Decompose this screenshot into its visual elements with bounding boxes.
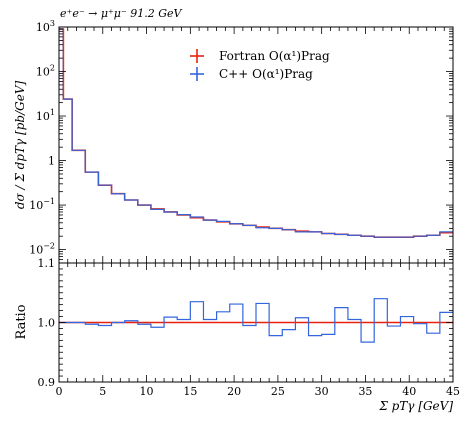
y-tick-label: 103 [36, 19, 55, 34]
y-tick-label: 101 [36, 108, 55, 123]
y-tick-label: 1.0 [38, 317, 56, 330]
x-tick-label: 25 [271, 385, 285, 398]
y-tick-label: 1 [48, 155, 55, 168]
x-tick-label: 30 [315, 385, 329, 398]
x-tick-label: 40 [402, 385, 416, 398]
y-axis-label-top: dσ / Σ dpTγ [pb/GeV] [13, 81, 27, 210]
ratio-series-line [59, 298, 453, 343]
x-tick-label: 35 [358, 385, 372, 398]
y-tick-label: 102 [36, 64, 55, 79]
y-tick-label: 1.1 [38, 257, 56, 270]
top-panel: 10−2 10−1 1 101 102 103 dσ / Σ dpTγ [pb/GeV] [13, 19, 454, 264]
ratio-panel: 0.9 1.0 1.1 0 5 10 15 20 25 30 35 40 45 Ratio Σ pTγ… [14, 257, 460, 413]
x-tick-label: 15 [183, 385, 197, 398]
x-axis-label: Σ pTγ [GeV] [378, 399, 453, 413]
y-tick-label: 10−2 [29, 242, 55, 257]
y-axis-label-ratio: Ratio [14, 304, 29, 339]
chart-title: e⁺e⁻ → μ⁺μ⁻ 91.2 GeV [60, 7, 183, 20]
x-tick-label: 20 [227, 385, 241, 398]
x-tick-label: 0 [56, 385, 63, 398]
x-tick-label: 45 [446, 385, 460, 398]
y-tick-label: 0.9 [38, 376, 56, 389]
legend-label: Fortran O(α¹)Prag [219, 49, 330, 63]
legend-label: C++ O(α¹)Prag [219, 67, 313, 81]
x-tick-label: 10 [140, 385, 154, 398]
series-line-cpp [59, 28, 453, 238]
y-tick-label: 10−1 [29, 197, 55, 212]
legend: Fortran O(α¹)Prag C++ O(α¹)Prag [190, 49, 330, 81]
x-tick-label: 5 [99, 385, 106, 398]
